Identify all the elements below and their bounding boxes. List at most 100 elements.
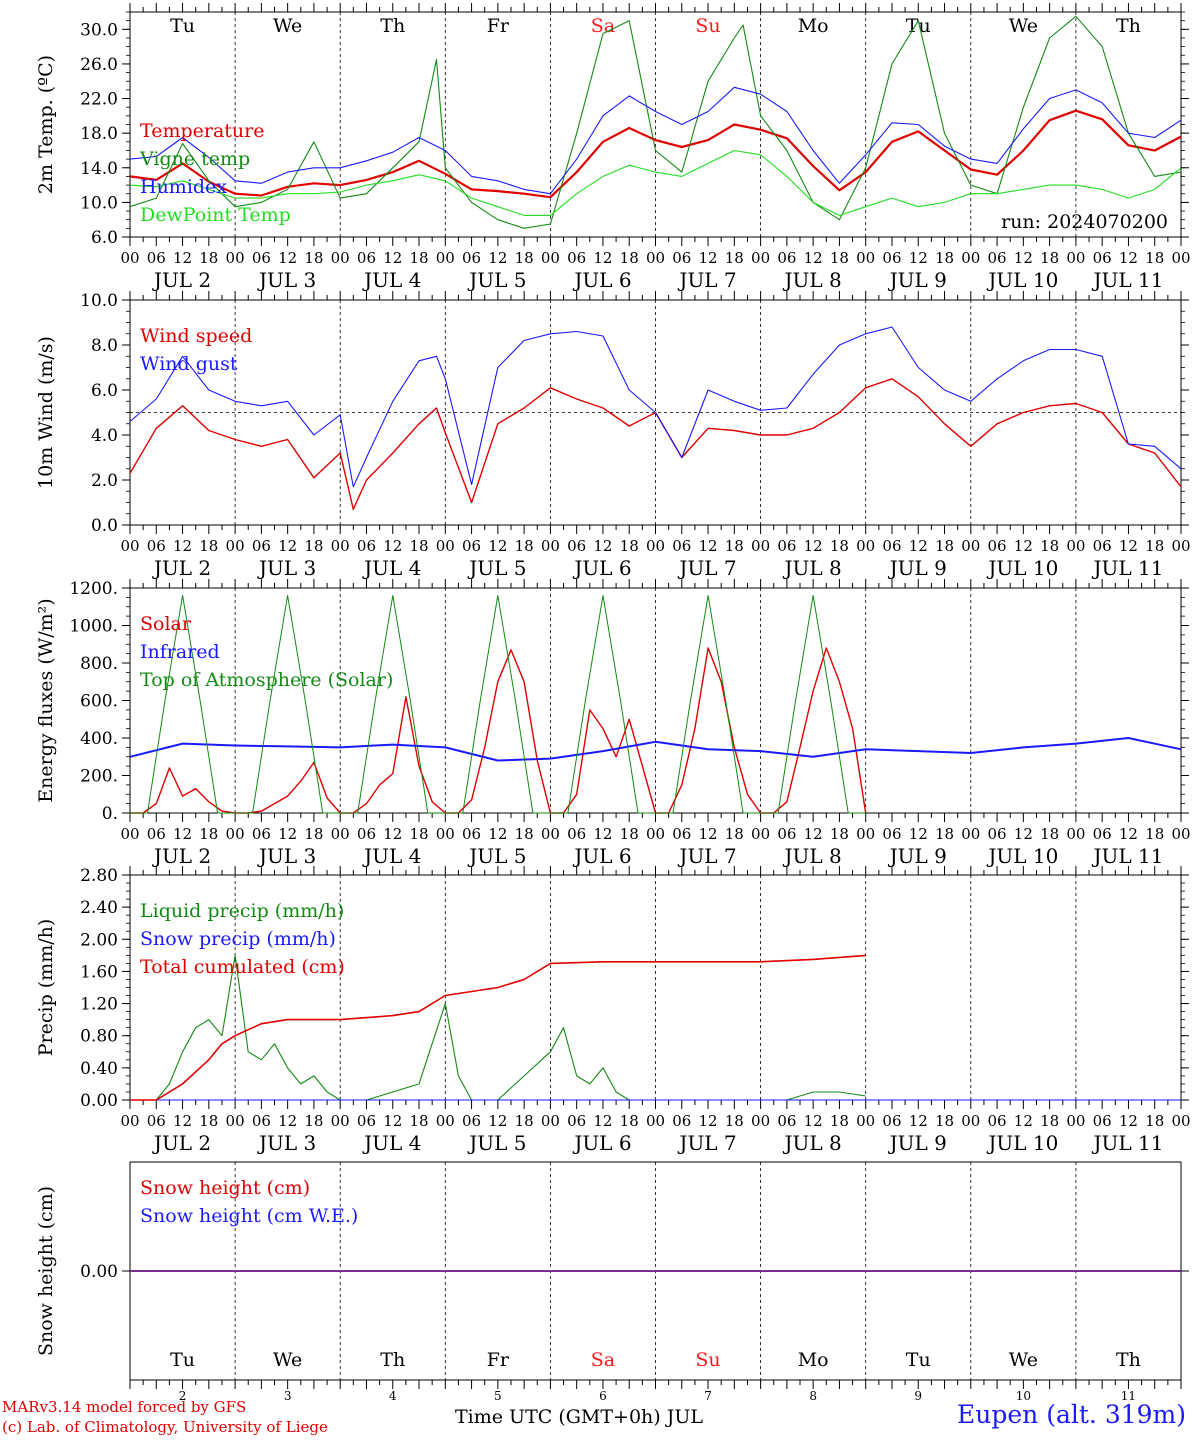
hour-tick-label: 00: [1171, 249, 1190, 267]
hour-tick-label: 18: [725, 249, 744, 267]
weekday-label: Th: [1116, 15, 1141, 37]
y-tick-label: 6.0: [91, 381, 118, 401]
hour-tick-label: 00: [331, 249, 350, 267]
hour-tick-label: 06: [1093, 825, 1112, 843]
hour-tick-label: 18: [199, 825, 218, 843]
series-line-total-cumulated-cm: [130, 954, 866, 1101]
hour-tick-label: 00: [1066, 1112, 1085, 1130]
hour-tick-label: 06: [777, 249, 796, 267]
day-number-label: 5: [494, 1389, 502, 1403]
date-label: JUL 7: [677, 268, 736, 292]
hour-tick-label: 18: [1145, 537, 1164, 555]
series-line-infrared: [129, 737, 1182, 762]
y-tick-label: 1.20: [80, 995, 118, 1015]
series-line-top-of-atmosphere-solar: [130, 595, 866, 814]
hour-tick-label: 12: [909, 825, 928, 843]
y-tick-label: 0.80: [80, 1027, 118, 1047]
y-tick-label: 200.: [80, 767, 118, 787]
hour-tick-label: 06: [672, 825, 691, 843]
date-label: JUL 3: [257, 556, 316, 580]
hour-tick-label: 06: [252, 1112, 271, 1130]
legend-entry: DewPoint Temp: [140, 204, 291, 226]
hour-tick-label: 12: [173, 537, 192, 555]
hour-tick-label: 06: [252, 537, 271, 555]
hour-tick-label: 12: [278, 249, 297, 267]
weekday-label: Fr: [487, 1349, 510, 1371]
date-label: JUL 3: [257, 1131, 316, 1155]
weekday-label: Tu: [906, 15, 931, 37]
y-tick-label: 4.0: [91, 426, 118, 446]
x-axis-title: Time UTC (GMT+0h) JUL: [455, 1406, 703, 1428]
hour-tick-label: 00: [120, 825, 139, 843]
hour-tick-label: 00: [751, 249, 770, 267]
hour-tick-label: 00: [646, 249, 665, 267]
panel-frame: [129, 587, 1182, 814]
date-label: JUL 4: [362, 844, 421, 868]
hour-tick-label: 06: [462, 1112, 481, 1130]
legend-entry: Humidex: [140, 176, 227, 198]
hour-tick-label: 18: [935, 249, 954, 267]
date-label: JUL 11: [1091, 268, 1163, 292]
hour-tick-label: 06: [882, 825, 901, 843]
date-label: JUL 5: [467, 556, 526, 580]
hour-tick-label: 00: [226, 1112, 245, 1130]
hour-tick-label: 18: [1040, 537, 1059, 555]
hour-tick-label: 18: [935, 1112, 954, 1130]
date-label: JUL 11: [1091, 1131, 1163, 1155]
date-label: JUL 9: [888, 556, 947, 580]
legend-entry: Top of Atmosphere (Solar): [140, 669, 393, 691]
hour-tick-label: 18: [1145, 249, 1164, 267]
hour-tick-label: 12: [699, 825, 718, 843]
hour-tick-label: 12: [804, 537, 823, 555]
hour-tick-label: 00: [541, 825, 560, 843]
date-label: JUL 10: [986, 844, 1058, 868]
hour-tick-label: 06: [672, 1112, 691, 1130]
day-number-label: 4: [389, 1389, 397, 1403]
series-line-wind-speed: [129, 378, 1182, 510]
hour-tick-label: 12: [278, 825, 297, 843]
hour-tick-label: 12: [699, 537, 718, 555]
hour-tick-label: 06: [988, 537, 1007, 555]
hour-tick-label: 00: [751, 537, 770, 555]
hour-tick-label: 00: [1066, 825, 1085, 843]
hour-tick-label: 00: [961, 825, 980, 843]
hour-tick-label: 12: [804, 825, 823, 843]
hour-tick-label: 06: [462, 537, 481, 555]
date-label: JUL 5: [467, 268, 526, 292]
hour-tick-label: 00: [1171, 1112, 1190, 1130]
hour-tick-label: 00: [1066, 249, 1085, 267]
hour-tick-label: 00: [436, 1112, 455, 1130]
y-tick-label: 0.: [102, 804, 118, 824]
hour-tick-label: 06: [357, 1112, 376, 1130]
hour-tick-label: 06: [357, 537, 376, 555]
y-axis-label: 10m Wind (m/s): [35, 336, 57, 489]
hour-tick-label: 12: [1014, 537, 1033, 555]
date-label: JUL 7: [677, 844, 736, 868]
y-tick-label: 14.0: [80, 159, 118, 179]
date-label: JUL 6: [572, 844, 631, 868]
hour-tick-label: 00: [856, 537, 875, 555]
day-number-label: 10: [1016, 1389, 1031, 1403]
hour-tick-label: 12: [593, 249, 612, 267]
date-label: JUL 9: [888, 268, 947, 292]
weekday-label: Th: [380, 1349, 405, 1371]
date-label: JUL 7: [677, 1131, 736, 1155]
hour-tick-label: 18: [620, 1112, 639, 1130]
weekday-label: Sa: [591, 1349, 615, 1371]
y-axis-label: Precip (mm/h): [35, 919, 57, 1057]
hour-tick-label: 06: [147, 1112, 166, 1130]
hour-tick-label: 18: [725, 537, 744, 555]
weekday-label: Su: [695, 15, 720, 37]
hour-tick-label: 00: [226, 249, 245, 267]
y-tick-label: 800.: [80, 654, 118, 674]
weekday-label: Th: [1116, 1349, 1141, 1371]
hour-tick-label: 00: [226, 537, 245, 555]
weekday-label: Th: [380, 15, 405, 37]
hour-tick-label: 12: [488, 537, 507, 555]
hour-tick-label: 00: [120, 1112, 139, 1130]
hour-tick-label: 06: [567, 537, 586, 555]
hour-tick-label: 00: [646, 537, 665, 555]
hour-tick-label: 12: [1014, 249, 1033, 267]
date-label: JUL 8: [783, 1131, 842, 1155]
y-tick-label: 2.40: [80, 898, 118, 918]
